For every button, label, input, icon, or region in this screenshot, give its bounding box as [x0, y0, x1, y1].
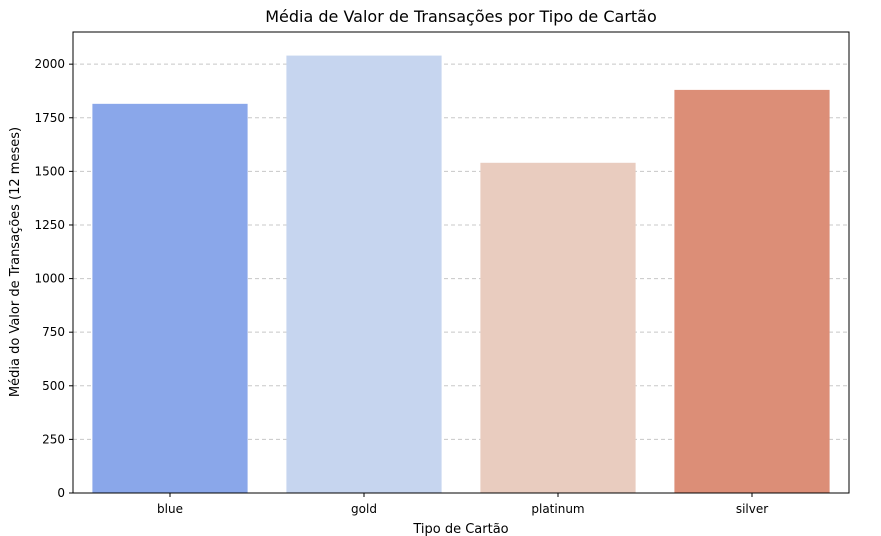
x-tick-label: gold	[351, 502, 377, 516]
chart-title: Média de Valor de Transações por Tipo de…	[265, 7, 657, 26]
y-tick-label: 1500	[34, 164, 65, 178]
y-axis-label: Média do Valor de Transações (12 meses)	[8, 127, 23, 397]
y-tick-label: 750	[42, 325, 65, 339]
x-axis-ticks: blue gold platinum silver	[157, 493, 768, 516]
y-tick-label: 1000	[34, 272, 65, 286]
y-tick-label: 1250	[34, 218, 65, 232]
y-tick-label: 1750	[34, 111, 65, 125]
bars	[92, 55, 830, 494]
bar-platinum	[480, 162, 636, 493]
x-tick-label: blue	[157, 502, 183, 516]
x-tick-label: platinum	[531, 502, 584, 516]
y-axis-ticks: 0 250 500 750 1000 1250 1500 1750 2000	[34, 57, 73, 500]
x-axis-label: Tipo de Cartão	[412, 522, 508, 536]
y-tick-label: 250	[42, 432, 65, 446]
x-tick-label: silver	[736, 502, 768, 516]
y-tick-label: 0	[57, 486, 65, 500]
bar-blue	[92, 103, 248, 493]
y-tick-label: 500	[42, 379, 65, 393]
bar-silver	[674, 89, 830, 494]
y-tick-label: 2000	[34, 57, 65, 71]
bar-gold	[286, 55, 442, 493]
plot-frame	[72, 31, 850, 494]
